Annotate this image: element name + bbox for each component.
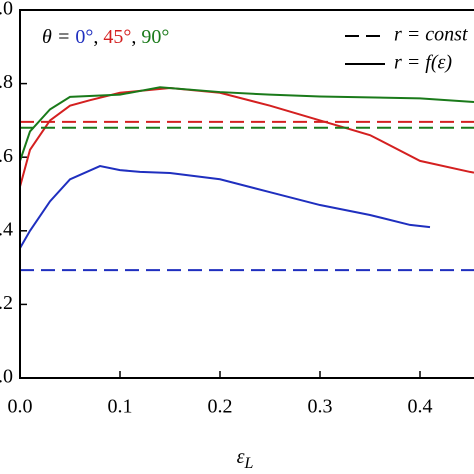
legend-entry: 90°: [141, 26, 169, 48]
x-axis-label: εL: [237, 446, 254, 472]
series-line: [19, 164, 431, 249]
series-line: [19, 86, 474, 162]
y-tick-label: 2.0: [0, 0, 13, 20]
legend-label: r = const: [394, 24, 468, 46]
x-tick-label: 0.0: [8, 396, 33, 418]
x-axis-label-sub: L: [243, 455, 253, 472]
legend-entry: 45°: [103, 26, 131, 48]
x-axis-label-main: ε: [237, 446, 245, 468]
x-tick-label: 0.3: [308, 396, 333, 418]
legend-label: r = f(ε): [394, 52, 452, 74]
legend: θ = 0°, 45°, 90°: [42, 26, 169, 48]
y-tick-label: 1.0: [0, 366, 13, 388]
x-tick-label: 0.4: [408, 396, 433, 418]
y-tick-label: 1.8: [0, 71, 13, 93]
y-tick-label: 1.4: [0, 218, 13, 240]
legend-separator: ,: [131, 26, 141, 48]
legend-prefix: θ =: [42, 26, 75, 48]
x-tick-label: 0.1: [108, 396, 133, 418]
x-tick-label: 0.2: [208, 396, 233, 418]
y-tick-label: 1.6: [0, 145, 13, 167]
y-tick-label: 1.2: [0, 292, 13, 314]
legend-entry: 0°: [75, 26, 93, 48]
plot-frame: [19, 9, 474, 379]
legend-separator: ,: [93, 26, 103, 48]
